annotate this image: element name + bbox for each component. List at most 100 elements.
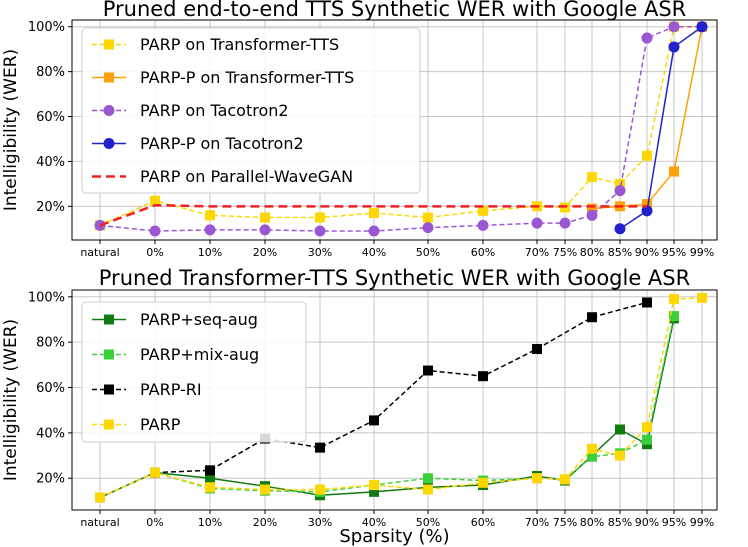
legend-marker: [104, 314, 114, 325]
data-point: [587, 172, 597, 183]
data-point: [668, 21, 680, 33]
data-point: [641, 32, 653, 44]
data-point: [669, 166, 679, 177]
x-tick-label: 95%: [662, 516, 686, 529]
data-point: [559, 217, 571, 229]
x-tick-label: 0%: [146, 516, 163, 529]
data-point: [642, 199, 652, 210]
series-parp-on-parallel-wavegan: [99, 203, 647, 227]
x-axis-label: Sparsity (%): [339, 526, 449, 547]
data-point: [368, 225, 380, 237]
series-parp-p-on-tacotron2: [614, 21, 708, 235]
legend-label: PARP-P on Transformer-TTS: [140, 68, 354, 87]
x-tick-label: 85%: [608, 246, 632, 259]
data-point: [587, 443, 597, 454]
legend-marker: [104, 72, 114, 83]
data-point: [587, 312, 597, 323]
legend-label: PARP on Transformer-TTS: [140, 35, 339, 54]
data-point: [478, 205, 488, 216]
data-point: [614, 223, 626, 235]
legend-label: PARP-RI: [140, 380, 202, 399]
legend-label: PARP+mix-aug: [140, 345, 259, 364]
y-axis-label: Intelligibility (WER): [1, 49, 21, 211]
data-point: [205, 482, 215, 493]
x-tick-label: 20%: [253, 516, 277, 529]
data-point: [615, 424, 625, 435]
data-point: [669, 294, 679, 305]
plot-frame: [71, 289, 718, 511]
data-point: [423, 212, 433, 223]
data-point: [615, 178, 625, 189]
x-tick-label: 75%: [553, 516, 577, 529]
data-point: [532, 343, 542, 354]
data-point: [315, 484, 325, 495]
x-tick-label: 50%: [416, 246, 440, 259]
data-point: [150, 467, 160, 478]
y-tick-label: 40%: [36, 426, 65, 441]
legend-marker: [104, 39, 114, 50]
legend-box: [81, 301, 307, 443]
legend-label: PARP on Tacotron2: [140, 101, 289, 120]
legend: PARP+seq-aug PARP+mix-aug PARP-RI PARP: [81, 301, 307, 443]
x-tick-label: 60%: [471, 516, 495, 529]
y-tick-label: 20%: [36, 200, 65, 215]
data-point: [314, 225, 326, 237]
series-parp: [95, 292, 707, 503]
data-point: [369, 486, 379, 497]
data-point: [423, 473, 433, 484]
legend-marker: [103, 138, 115, 149]
series-line: [99, 25, 702, 227]
data-point: [315, 442, 325, 453]
legend-marker: [104, 384, 114, 395]
data-point: [150, 195, 160, 206]
data-point: [149, 225, 161, 237]
data-point: [478, 371, 488, 382]
x-tick-label: 80%: [580, 246, 604, 259]
x-tick-label: 10%: [198, 246, 222, 259]
x-tick-label: 70%: [525, 246, 549, 259]
legend: PARP on Transformer-TTS PARP-P on Transfo…: [81, 27, 421, 194]
y-tick-label: 20%: [36, 472, 65, 487]
data-point: [696, 21, 708, 33]
x-tick-label: 85%: [608, 516, 632, 529]
x-tick-label: 40%: [362, 516, 386, 529]
data-point: [205, 210, 215, 221]
x-tick-label: 30%: [308, 516, 332, 529]
series-line: [619, 26, 703, 230]
y-tick-label: 100%: [28, 20, 65, 35]
data-point: [586, 209, 598, 221]
data-point: [205, 473, 215, 484]
x-tick-label: 90%: [635, 516, 659, 529]
data-point: [423, 365, 433, 376]
data-point: [259, 224, 271, 236]
data-point: [587, 451, 597, 462]
chart-panel-1: Pruned end-to-end TTS Synthetic WER with…: [1, 0, 718, 259]
legend-label: PARP on Parallel-WaveGAN: [140, 167, 353, 186]
y-tick-label: 80%: [36, 65, 65, 80]
series-line: [99, 203, 647, 227]
x-tick-label: 75%: [553, 246, 577, 259]
data-point: [615, 450, 625, 461]
x-tick-label: 40%: [362, 246, 386, 259]
data-point: [642, 434, 652, 445]
x-tick-label: 60%: [471, 246, 495, 259]
chart-title: Pruned end-to-end TTS Synthetic WER with…: [103, 0, 687, 21]
data-point: [614, 185, 626, 197]
x-tick-label: 99%: [690, 246, 714, 259]
data-point: [260, 484, 270, 495]
data-point: [668, 41, 680, 53]
data-point: [422, 222, 434, 234]
data-point: [369, 480, 379, 491]
data-point: [478, 477, 488, 488]
data-point: [315, 212, 325, 223]
data-point: [642, 297, 652, 308]
y-tick-label: 100%: [28, 290, 65, 305]
legend-label: PARP+seq-aug: [140, 310, 258, 329]
y-tick-label: 80%: [36, 336, 65, 351]
y-tick-label: 60%: [36, 110, 65, 125]
legend-box: [81, 27, 421, 194]
legend-marker: [104, 419, 114, 430]
data-point: [369, 415, 379, 426]
x-tick-label: 50%: [416, 516, 440, 529]
